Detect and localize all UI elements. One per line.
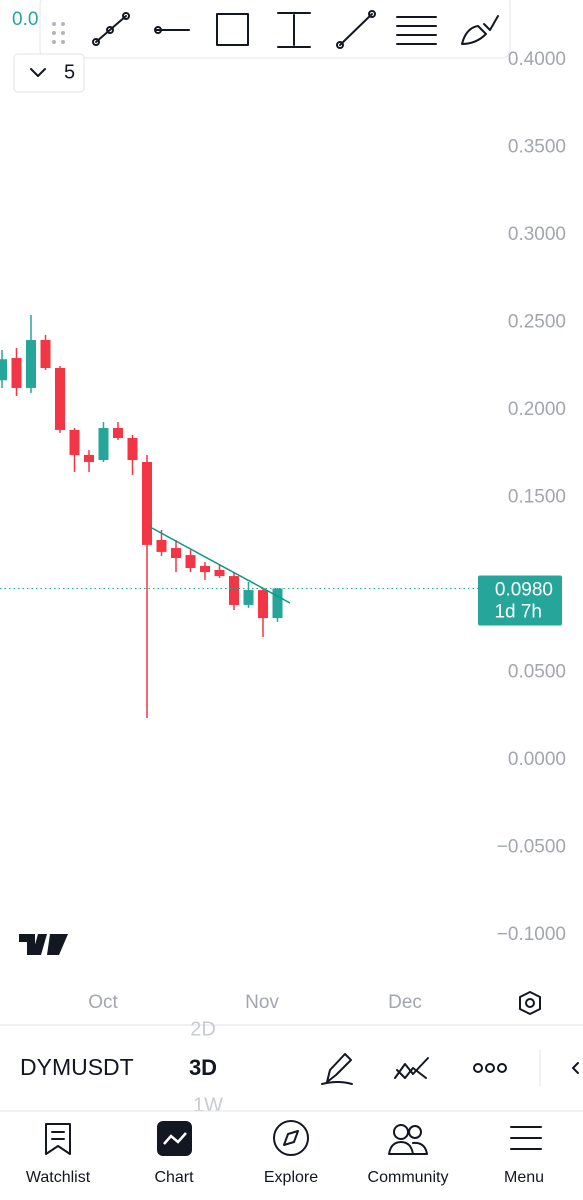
x-tick-label: Dec — [388, 992, 422, 1013]
trend-line — [149, 526, 291, 604]
candle-body — [98, 428, 109, 461]
y-tick-label: 0.2000 — [508, 399, 566, 420]
nav-label[interactable]: Explore — [264, 1169, 318, 1186]
interval-active[interactable]: 3D — [189, 1055, 217, 1080]
candle-body — [185, 555, 196, 569]
more-button[interactable] — [473, 1063, 507, 1073]
y-tick-label: 0.1500 — [508, 487, 566, 508]
candle-body — [11, 358, 22, 388]
nav-community[interactable] — [388, 1124, 428, 1155]
last-price-tag — [478, 575, 562, 626]
nav-watchlist[interactable] — [45, 1123, 71, 1155]
y-tick-label: 0.3500 — [508, 137, 566, 158]
x-tick-label: Nov — [245, 992, 279, 1013]
y-tick-label: −0.0500 — [497, 836, 566, 857]
symbol[interactable]: DYMUSDT — [20, 1054, 134, 1080]
draw-button[interactable] — [321, 1053, 353, 1085]
candle-body — [113, 428, 123, 438]
axis-settings[interactable] — [519, 991, 541, 1015]
nav-label[interactable]: Community — [368, 1169, 449, 1186]
y-tick-label: 0.0000 — [508, 749, 566, 770]
candle-body — [214, 569, 225, 577]
y-tick-label: 0.0500 — [508, 661, 566, 682]
candle-body — [142, 461, 152, 545]
nav-label[interactable]: Watchlist — [26, 1169, 91, 1186]
candle-body — [272, 588, 283, 619]
candle-body — [0, 359, 7, 381]
nav-label[interactable]: Menu — [504, 1169, 544, 1186]
candle-body — [229, 576, 239, 605]
candle-body — [258, 590, 268, 619]
candle-body — [84, 454, 94, 462]
candle-body — [55, 367, 65, 430]
candle-body — [40, 339, 51, 368]
candle-body — [127, 437, 138, 461]
nav-explore[interactable] — [273, 1120, 309, 1156]
interval[interactable]: 2D — [190, 1018, 216, 1040]
indicators-button[interactable] — [394, 1057, 429, 1079]
last-price-label: 0.0980 — [495, 579, 553, 600]
nav-chart[interactable] — [157, 1121, 192, 1156]
price-fragment: 0.0 — [12, 9, 38, 30]
candle-body — [69, 429, 80, 455]
candle-body — [200, 565, 210, 573]
candle-body — [26, 339, 36, 388]
y-tick-label: 0.3000 — [508, 224, 566, 245]
y-tick-label: −0.1000 — [497, 924, 566, 945]
interval-count: 5 — [64, 61, 75, 83]
interval-count-button[interactable]: 5 — [13, 53, 85, 93]
drawing-toolbar[interactable] — [39, 0, 511, 59]
x-tick-label: Oct — [88, 992, 118, 1013]
countdown-label: 1d 7h — [494, 601, 542, 622]
y-tick-label: 0.2500 — [508, 312, 566, 333]
logo — [19, 934, 68, 955]
candle-body — [171, 548, 181, 559]
nav-menu[interactable] — [510, 1126, 542, 1150]
chart-plot: 0.4000 0.3500 0.3000 0.2500 0.2000 0.1500 0.05… — [0, 49, 566, 1013]
y-tick-label: 0.4000 — [508, 49, 566, 70]
candle-body — [243, 590, 254, 605]
interval[interactable]: 1W — [193, 1094, 223, 1116]
candle-body — [156, 540, 167, 552]
nav-label[interactable]: Chart — [154, 1169, 194, 1186]
